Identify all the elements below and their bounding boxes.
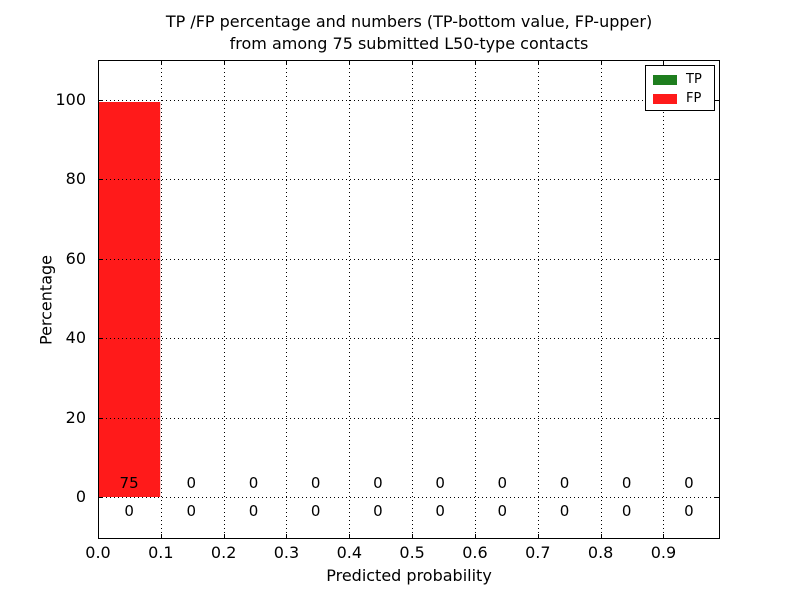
x-tick-label: 0.1	[148, 543, 174, 562]
x-tick-label: 0.2	[210, 543, 237, 562]
tp-count-label: 0	[497, 502, 508, 520]
chart-title: TP /FP percentage and numbers (TP-bottom…	[98, 11, 720, 55]
x-tick-label: 0.5	[399, 543, 425, 562]
fp-legend-swatch	[653, 93, 677, 104]
fp-count-label: 0	[373, 474, 383, 492]
x-tick-label: 0.0	[85, 543, 111, 562]
tp-legend-swatch	[653, 74, 677, 85]
fp-count-label: 0	[684, 474, 694, 492]
tp-count-label: 0	[684, 502, 694, 520]
x-tick-label: 0.9	[650, 543, 677, 562]
fp-count-label: 0	[435, 474, 445, 492]
fp-count-label: 0	[559, 474, 570, 492]
x-tick-label: 0.8	[587, 543, 614, 562]
legend-item-tp: TP	[646, 70, 714, 89]
x-tick-label: 0.4	[336, 543, 363, 562]
plot-area	[98, 60, 720, 539]
x-tick-label: 0.3	[273, 543, 300, 562]
fp-legend-label: FP	[686, 91, 702, 106]
x-tick-label: 0.7	[525, 543, 551, 562]
x-tick-label: 0.6	[462, 543, 488, 562]
fp-count-label: 0	[248, 474, 259, 492]
axes-frame	[98, 60, 720, 539]
tp-count-label: 0	[435, 502, 445, 520]
y-tick-label: 40	[65, 328, 86, 348]
plot-canvas	[98, 60, 720, 539]
x-axis-label: Predicted probability	[326, 566, 492, 585]
tp-count-label: 0	[559, 502, 570, 520]
legend: TP FP	[645, 65, 715, 111]
tp-count-label: 0	[621, 502, 632, 520]
fp-count-label: 0	[310, 474, 321, 492]
legend-item-fp: FP	[646, 89, 714, 108]
tp-count-label: 0	[186, 502, 197, 520]
fp-bar	[98, 101, 161, 498]
y-tick-label: 60	[65, 248, 86, 268]
y-tick-label: 100	[55, 90, 86, 109]
tp-count-label: 0	[373, 502, 383, 520]
tp-legend-label: TP	[686, 72, 702, 87]
y-tick-label: 20	[65, 407, 86, 427]
fp-count-label: 0	[621, 474, 632, 492]
tp-count-label: 0	[124, 502, 134, 520]
fp-count-label: 75	[119, 474, 139, 492]
tp-count-label: 0	[248, 502, 259, 520]
chart-title-line1: TP /FP percentage and numbers (TP-bottom…	[165, 12, 653, 31]
tp-count-label: 0	[310, 502, 321, 520]
fp-count-label: 0	[186, 474, 197, 492]
fp-count-label: 0	[497, 474, 508, 492]
chart-title-line2: from among 75 submitted L50-type contact…	[229, 34, 589, 53]
y-tick-label: 80	[65, 169, 86, 189]
y-tick-label: 0	[75, 487, 86, 506]
